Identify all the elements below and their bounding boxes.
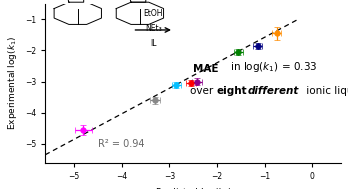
Text: in log($k_1$) = 0.33: in log($k_1$) = 0.33	[227, 60, 318, 74]
Text: ionic liquids: ionic liquids	[303, 86, 348, 96]
Y-axis label: Experimental log($\it{k}_1$): Experimental log($\it{k}_1$)	[6, 36, 19, 130]
Text: IL: IL	[150, 39, 157, 48]
Text: R² = 0.94: R² = 0.94	[98, 139, 144, 149]
Text: different: different	[248, 86, 299, 96]
X-axis label: Predicted log($\it{k}_1$): Predicted log($\it{k}_1$)	[155, 186, 231, 189]
Text: MAE: MAE	[193, 64, 219, 74]
Text: NEt₃: NEt₃	[145, 24, 161, 33]
Text: over: over	[190, 86, 217, 96]
Text: eight: eight	[217, 86, 247, 96]
Text: EtOH: EtOH	[143, 9, 163, 18]
